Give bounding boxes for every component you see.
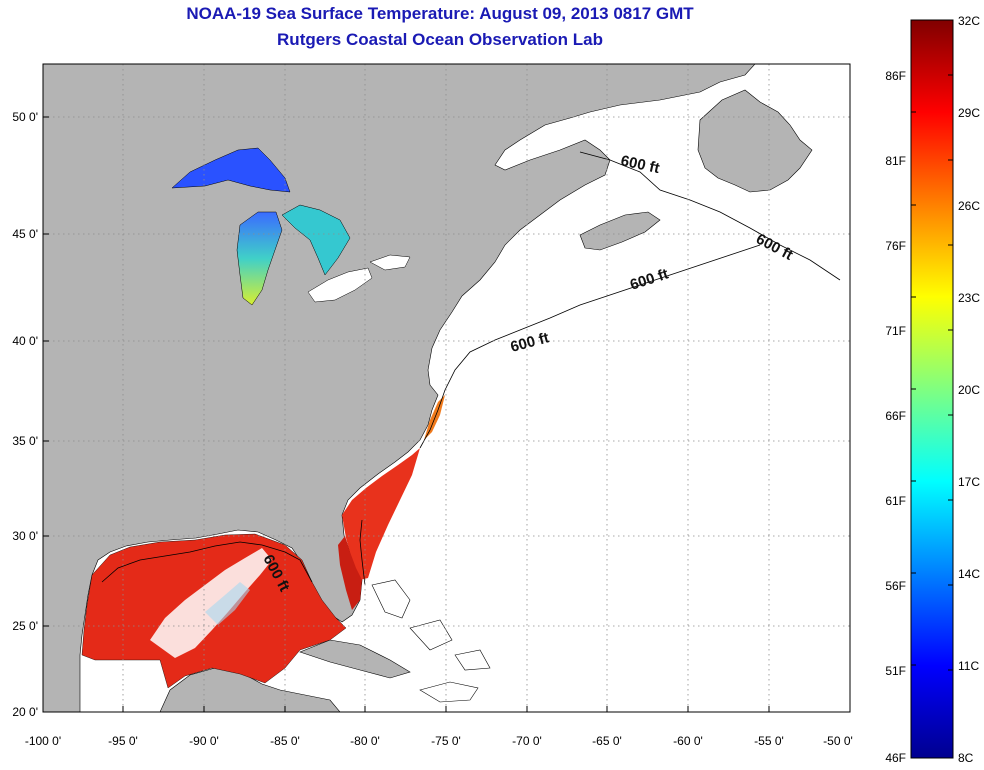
celsius-label: 17C <box>958 475 980 489</box>
fahrenheit-label: 81F <box>885 154 906 168</box>
land-newfoundland <box>697 89 813 193</box>
florida-gulf-coast-sst <box>338 536 362 610</box>
lat-label: 25 0' <box>12 619 38 633</box>
lon-label: -65 0' <box>592 734 622 748</box>
lat-label: 20 0' <box>12 705 38 719</box>
latitude-labels: 20 0' 25 0' 30 0' 35 0' 40 0' 45 0' 50 0… <box>12 110 38 719</box>
fahrenheit-label: 56F <box>885 579 906 593</box>
lake-ontario <box>369 254 411 271</box>
lon-label: -55 0' <box>754 734 784 748</box>
gulf-cloud-patch-2 <box>205 582 250 625</box>
gulf-cloud-patch <box>150 548 272 658</box>
frame-ticks <box>43 116 770 712</box>
lat-label: 50 0' <box>12 110 38 124</box>
lon-label: -60 0' <box>673 734 703 748</box>
lon-label: -75 0' <box>431 734 461 748</box>
celsius-label: 32C <box>958 14 980 28</box>
land-north-america <box>43 64 756 712</box>
celsius-label: 29C <box>958 106 980 120</box>
lon-label: -100 0' <box>25 734 61 748</box>
celsius-label: 20C <box>958 383 980 397</box>
land-hispaniola <box>419 681 479 703</box>
fahrenheit-label: 86F <box>885 69 906 83</box>
colorbar-ticks <box>911 74 953 671</box>
fahrenheit-label: 61F <box>885 494 906 508</box>
lake-superior <box>171 147 291 193</box>
land-yucatan <box>159 667 341 712</box>
lat-label: 30 0' <box>12 529 38 543</box>
celsius-label: 14C <box>958 567 980 581</box>
lake-huron <box>281 204 351 276</box>
fahrenheit-label: 76F <box>885 239 906 253</box>
celsius-label: 26C <box>958 199 980 213</box>
lon-label: -95 0' <box>108 734 138 748</box>
lon-label: -50 0' <box>823 734 853 748</box>
map-title: NOAA-19 Sea Surface Temperature: August … <box>186 4 694 23</box>
shelf-contour-line <box>101 151 841 586</box>
carolina-sst <box>424 395 445 440</box>
map-subtitle: Rutgers Coastal Ocean Observation Lab <box>277 30 603 49</box>
lake-michigan <box>236 211 283 306</box>
celsius-label: 23C <box>958 291 980 305</box>
longitude-labels: -100 0' -95 0' -90 0' -85 0' -80 0' -75 … <box>25 734 853 748</box>
lat-label: 45 0' <box>12 227 38 241</box>
florida-atlantic-sst <box>342 448 420 580</box>
lon-label: -90 0' <box>189 734 219 748</box>
land-nova-scotia <box>579 211 661 251</box>
lat-label: 40 0' <box>12 334 38 348</box>
celsius-labels: 32C 29C 26C 23C 20C 17C 14C 11C 8C <box>958 14 980 765</box>
lat-label: 35 0' <box>12 434 38 448</box>
celsius-label: 8C <box>958 751 974 765</box>
celsius-label: 11C <box>958 659 979 673</box>
lon-label: -85 0' <box>270 734 300 748</box>
lon-label: -70 0' <box>512 734 542 748</box>
fahrenheit-label: 66F <box>885 409 906 423</box>
fahrenheit-label: 71F <box>885 324 906 338</box>
bahamas-outline <box>371 579 491 671</box>
fahrenheit-labels: 86F 81F 76F 71F 66F 61F 56F 51F 46F <box>885 69 906 765</box>
fahrenheit-label: 51F <box>885 664 906 678</box>
lon-label: -80 0' <box>350 734 380 748</box>
lake-erie <box>307 267 373 303</box>
land-cuba <box>299 639 411 679</box>
graticule <box>43 64 850 712</box>
fahrenheit-label: 46F <box>885 751 906 765</box>
temperature-colorbar <box>910 19 954 759</box>
